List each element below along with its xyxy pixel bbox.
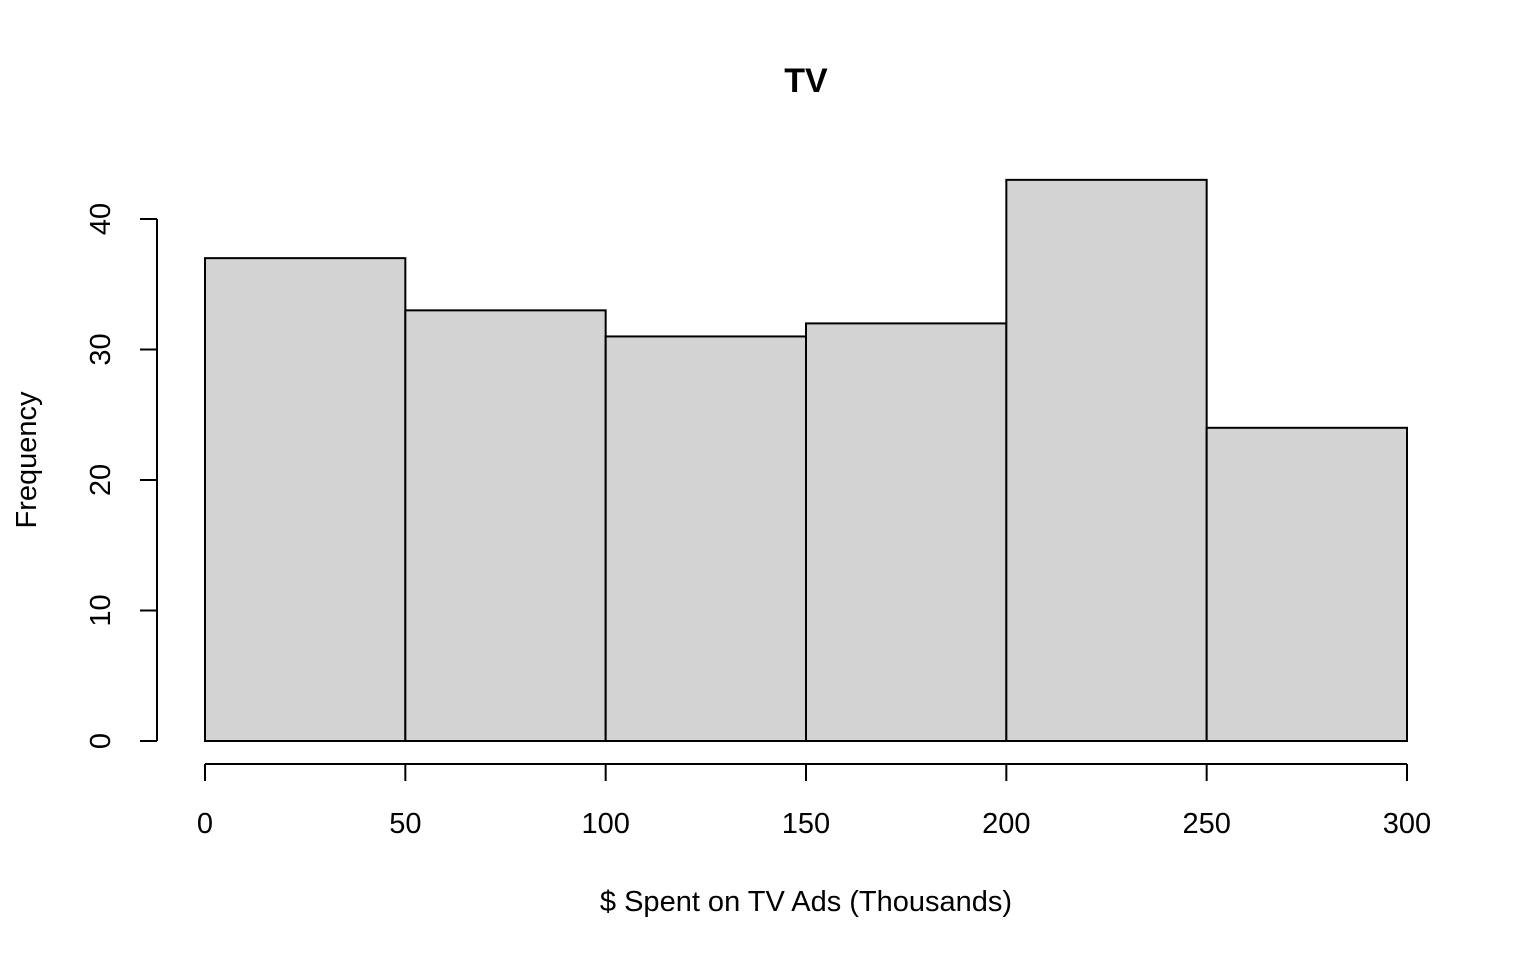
x-axis: 0 50 100 150 200 250 300 <box>197 763 1431 840</box>
histogram-bar <box>404 309 607 742</box>
histogram-bar <box>1205 426 1408 742</box>
y-tick-label: 20 <box>85 464 117 496</box>
x-tick-label: 100 <box>581 808 629 840</box>
y-tick-label: 10 <box>85 594 117 626</box>
y-axis: 0 10 20 30 40 <box>85 203 158 749</box>
x-tick-label: 250 <box>1182 808 1230 840</box>
y-axis-label: Frequency <box>11 391 43 529</box>
x-tick-label: 0 <box>197 808 213 840</box>
histogram-bar <box>204 257 407 742</box>
histogram-bar <box>805 322 1008 742</box>
y-tick-label: 40 <box>85 203 117 235</box>
histogram-bar <box>1005 178 1208 743</box>
y-tick-label: 0 <box>85 733 117 749</box>
x-tick-label: 50 <box>389 808 421 840</box>
y-tick-label: 30 <box>85 333 117 365</box>
bars-group <box>204 178 1408 743</box>
x-tick-label: 300 <box>1383 808 1431 840</box>
x-tick-label: 150 <box>782 808 830 840</box>
x-tick-label: 200 <box>982 808 1030 840</box>
histogram-bar <box>604 335 808 742</box>
x-axis-label: $ Spent on TV Ads (Thousands) <box>600 886 1012 918</box>
chart-title: TV <box>784 62 828 100</box>
